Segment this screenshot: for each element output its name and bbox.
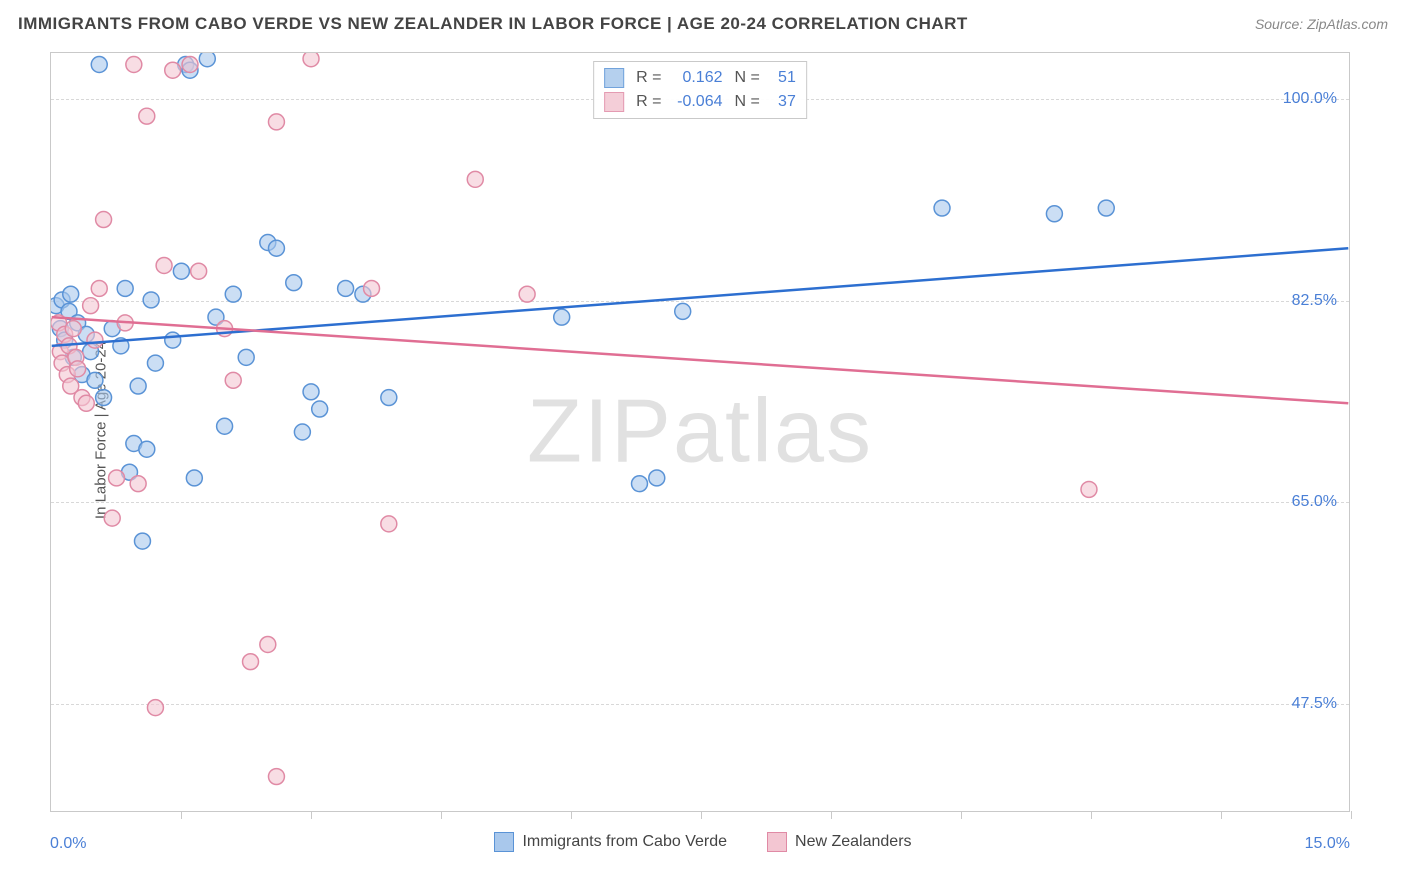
data-point [165, 332, 181, 348]
data-point [143, 292, 159, 308]
x-tick [571, 811, 572, 819]
data-point [554, 309, 570, 325]
data-point [87, 372, 103, 388]
data-point [381, 390, 397, 406]
n-label: N = [735, 93, 760, 111]
data-point [126, 57, 142, 73]
legend-swatch [604, 68, 624, 88]
data-point [63, 286, 79, 302]
data-point [243, 654, 259, 670]
legend-swatch [604, 92, 624, 112]
series-legend-item: Immigrants from Cabo Verde [494, 832, 727, 852]
data-point [467, 171, 483, 187]
x-tick [181, 811, 182, 819]
data-point [632, 476, 648, 492]
data-point [104, 510, 120, 526]
data-point [109, 470, 125, 486]
data-point [225, 372, 241, 388]
data-point [312, 401, 328, 417]
data-point [134, 533, 150, 549]
data-point [156, 257, 172, 273]
data-point [294, 424, 310, 440]
data-point [91, 280, 107, 296]
data-point [139, 108, 155, 124]
correlation-legend: R = 0.162 N = 51 R = -0.064 N = 37 [593, 61, 807, 119]
r-value: -0.064 [668, 93, 723, 111]
data-point [199, 53, 215, 67]
data-point [182, 57, 198, 73]
data-point [338, 280, 354, 296]
series-legend: Immigrants from Cabo Verde New Zealander… [0, 832, 1406, 852]
legend-swatch [767, 832, 787, 852]
data-point [934, 200, 950, 216]
data-point [238, 349, 254, 365]
data-point [1098, 200, 1114, 216]
data-point [91, 57, 107, 73]
n-value: 37 [766, 93, 796, 111]
data-point [268, 240, 284, 256]
data-point [303, 53, 319, 67]
x-tick [311, 811, 312, 819]
data-point [96, 390, 112, 406]
data-point [381, 516, 397, 532]
data-point [87, 332, 103, 348]
data-point [70, 361, 86, 377]
data-point [165, 62, 181, 78]
data-point [217, 418, 233, 434]
series-legend-label: Immigrants from Cabo Verde [522, 833, 727, 851]
correlation-legend-row: R = -0.064 N = 37 [604, 90, 796, 114]
data-point [268, 769, 284, 785]
series-legend-label: New Zealanders [795, 833, 912, 851]
r-value: 0.162 [668, 69, 723, 87]
data-point [117, 280, 133, 296]
data-point [364, 280, 380, 296]
n-label: N = [735, 69, 760, 87]
r-label: R = [636, 69, 661, 87]
x-tick [961, 811, 962, 819]
source-attribution: Source: ZipAtlas.com [1255, 16, 1388, 32]
data-point [649, 470, 665, 486]
data-point [139, 441, 155, 457]
data-point [225, 286, 241, 302]
data-point [65, 321, 81, 337]
data-point [130, 378, 146, 394]
x-tick [831, 811, 832, 819]
data-point [1081, 481, 1097, 497]
data-point [130, 476, 146, 492]
chart-title: IMMIGRANTS FROM CABO VERDE VS NEW ZEALAN… [18, 14, 968, 34]
data-point [286, 275, 302, 291]
data-point [78, 395, 94, 411]
legend-swatch [494, 832, 514, 852]
r-label: R = [636, 93, 661, 111]
scatter-plot-svg [51, 53, 1349, 811]
x-tick [1091, 811, 1092, 819]
x-tick [441, 811, 442, 819]
data-point [260, 636, 276, 652]
n-value: 51 [766, 69, 796, 87]
data-point [675, 303, 691, 319]
data-point [173, 263, 189, 279]
data-point [147, 700, 163, 716]
x-tick [1221, 811, 1222, 819]
data-point [303, 384, 319, 400]
correlation-legend-row: R = 0.162 N = 51 [604, 66, 796, 90]
data-point [268, 114, 284, 130]
data-point [191, 263, 207, 279]
data-point [147, 355, 163, 371]
x-tick [701, 811, 702, 819]
data-point [96, 212, 112, 228]
data-point [186, 470, 202, 486]
x-tick [1351, 811, 1352, 819]
data-point [1046, 206, 1062, 222]
series-legend-item: New Zealanders [767, 832, 912, 852]
data-point [519, 286, 535, 302]
chart-plot-area: ZIPatlas R = 0.162 N = 51 R = -0.064 N =… [50, 52, 1350, 812]
data-point [83, 298, 99, 314]
